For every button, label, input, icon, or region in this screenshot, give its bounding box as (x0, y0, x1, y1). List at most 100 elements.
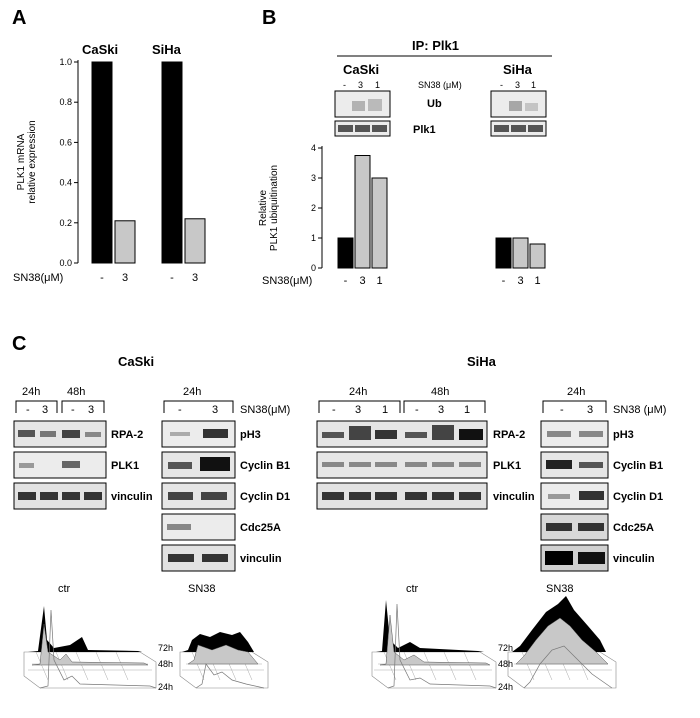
y-tick-label: 1 (311, 233, 316, 243)
ip-lane-caski-2: 3 (358, 80, 363, 90)
flow-caski-ctr-label: ctr (58, 583, 71, 595)
label-siha-vinculin-left: vinculin (493, 491, 535, 503)
band (322, 462, 344, 467)
bar (184, 218, 206, 264)
flow-caski-sn38 (179, 632, 269, 689)
siha-time-48h: 48h (431, 386, 449, 398)
ip-title: IP: Plk1 (412, 38, 459, 53)
caski-time-24h: 24h (22, 386, 40, 398)
caski-right-dose: 3 (212, 404, 218, 416)
blot-plk1-siha-band-2 (511, 125, 526, 132)
flow-caski-sn38-label: SN38 (188, 583, 216, 595)
siha-sn38-label: SN38 (μM) (613, 404, 666, 416)
flow-caski-ctr-24h: 24h (158, 682, 173, 692)
blot-plk1-siha-band-3 (528, 125, 543, 132)
band (40, 431, 56, 437)
x-category-label: - (100, 272, 104, 284)
label-caski-cyclinb1: Cyclin B1 (240, 460, 290, 472)
y-tick-label: 0 (311, 263, 316, 273)
blot-plk1-caski-band-2 (355, 125, 370, 132)
band (62, 430, 80, 438)
band (201, 492, 227, 500)
flow-caski-ctr-48h: 48h (158, 659, 173, 669)
blot-plk1-caski-band-1 (338, 125, 353, 132)
band (578, 523, 604, 531)
bar (161, 61, 183, 264)
y-tick-label: 0.0 (59, 258, 72, 268)
blot-plk1-siha-band-1 (494, 125, 509, 132)
siha-right-dose: 3 (587, 404, 593, 416)
band (405, 432, 427, 438)
y-tick-label: 0.4 (59, 178, 72, 188)
panel-label-c: C (12, 333, 26, 355)
y-axis-label: Relative (258, 190, 269, 227)
ip-lane-caski-3: 1 (375, 80, 380, 90)
band (459, 429, 483, 440)
x-category-label: 1 (534, 275, 540, 287)
band (579, 491, 604, 500)
caski-right-bracket (163, 400, 234, 413)
blot-ub-caski-band-2 (352, 101, 365, 111)
band (405, 462, 427, 467)
flow-siha-ctr-label: ctr (406, 583, 419, 595)
siha-right-time-24h: 24h (567, 386, 585, 398)
siha-right-dash: - (560, 404, 564, 416)
group-label: CaSki (82, 42, 118, 57)
siha-dash-48h: - (415, 404, 419, 416)
band (375, 430, 397, 439)
bar (512, 237, 529, 269)
caski-time-48h: 48h (67, 386, 85, 398)
band (62, 492, 80, 500)
label-siha-vinculin-right: vinculin (613, 553, 655, 565)
x-axis-label: SN38(μM) (13, 272, 63, 284)
label-caski-plk1: PLK1 (111, 460, 139, 472)
y-tick-label: 0.2 (59, 218, 72, 228)
caski-bracket-48h (61, 400, 105, 413)
blot-siha-vinculin-left (316, 482, 488, 510)
caski-dose-24h: 3 (42, 404, 48, 416)
caski-dash-48h: - (71, 404, 75, 416)
band (200, 457, 230, 471)
band (18, 492, 36, 500)
band (349, 492, 371, 500)
y-axis-label: PLK1 mRNA (16, 133, 27, 190)
band (40, 492, 58, 500)
band (349, 426, 371, 440)
band (548, 494, 570, 499)
label-siha-plk1: PLK1 (493, 460, 521, 472)
caski-right-time-24h: 24h (183, 386, 201, 398)
flow-siha-ctr (371, 600, 497, 689)
band (545, 551, 573, 565)
blot-caski-cdc25a (161, 513, 236, 541)
ip-caski-label: CaSki (343, 62, 379, 77)
y-axis-label: PLK1 ubiquitination (269, 165, 280, 251)
group-label: SiHa (152, 42, 182, 57)
siha-bracket-24h (318, 400, 401, 413)
ip-sn38-label: SN38 (μM) (418, 80, 462, 90)
x-category-label: - (502, 275, 506, 287)
band (168, 554, 194, 562)
siha-dose1-24h: 1 (382, 404, 388, 416)
label-siha-cdc25a: Cdc25A (613, 522, 654, 534)
blot-siha-rpa2 (316, 420, 488, 448)
label-siha-rpa2: RPA-2 (493, 429, 525, 441)
x-category-label: - (170, 272, 174, 284)
chart-a: 0.0 0.2 0.4 0.6 0.8 1.0 PLK1 mRNA relative expr… (13, 42, 206, 284)
label-caski-vinculin-right: vinculin (240, 553, 282, 565)
band (459, 462, 481, 467)
label-caski-vinculin-left: vinculin (111, 491, 153, 503)
bar (114, 220, 136, 264)
band (546, 523, 572, 531)
band (322, 492, 344, 500)
bar (91, 61, 113, 264)
band (579, 431, 603, 437)
ip-lane-caski-1: - (343, 80, 346, 90)
label-caski-cdc25a: Cdc25A (240, 522, 281, 534)
blot-siha-plk1 (316, 451, 488, 479)
band (168, 492, 193, 500)
ip-lane-siha-2: 3 (515, 80, 520, 90)
label-siha-cyclind1: Cyclin D1 (613, 491, 663, 503)
band (432, 462, 454, 467)
